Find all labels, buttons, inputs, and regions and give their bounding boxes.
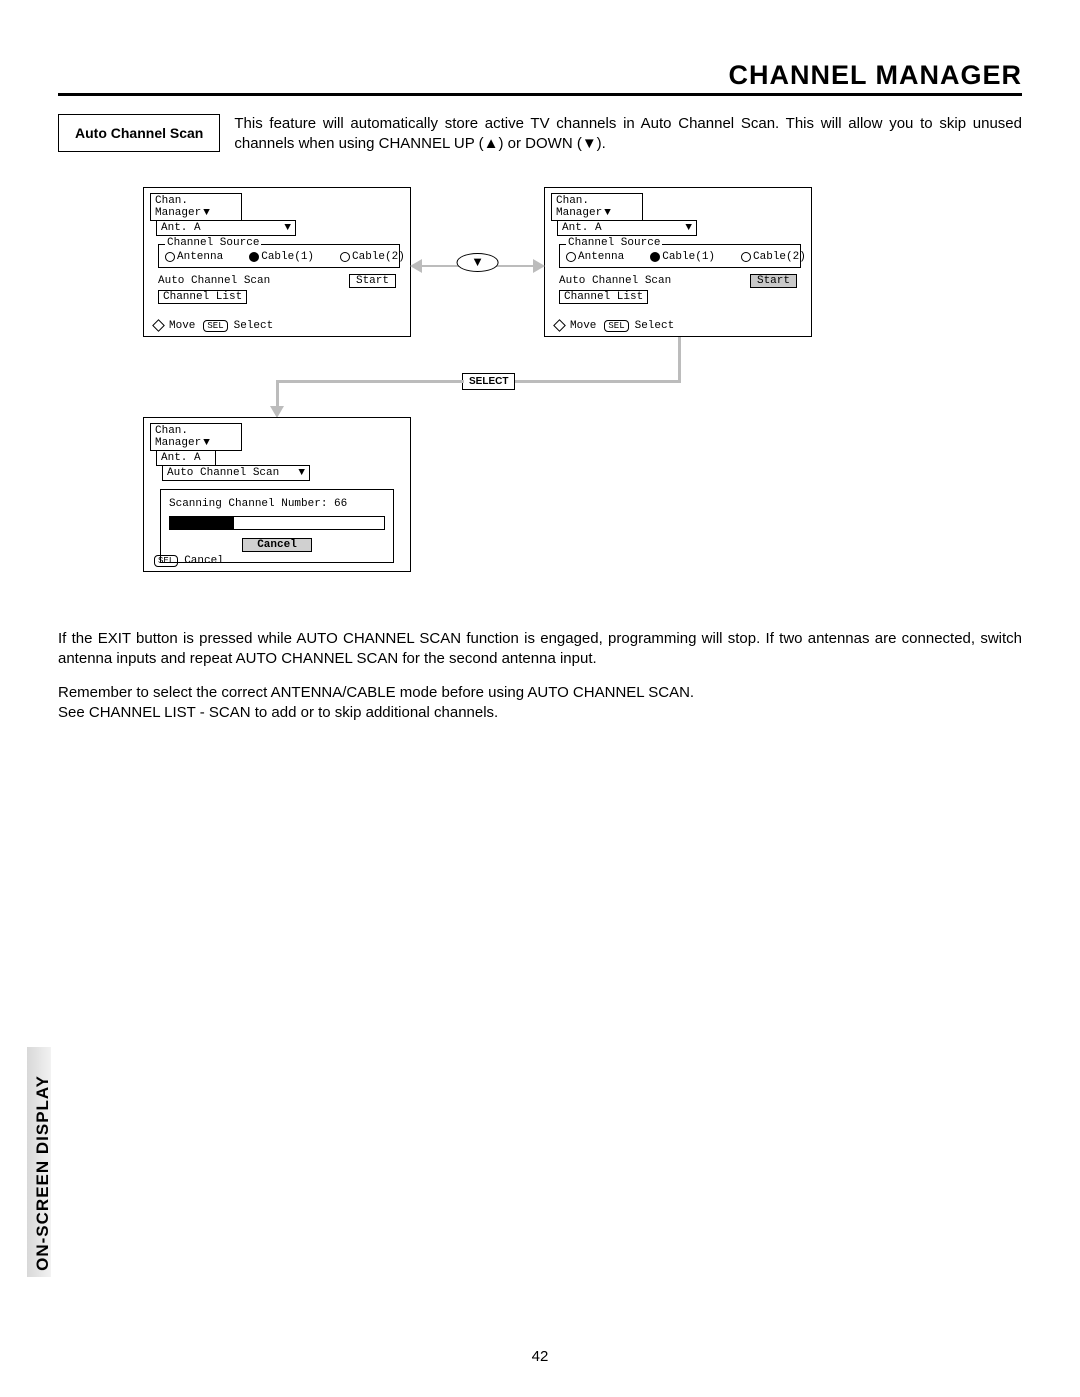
radio-cable2[interactable]: Cable(2)	[741, 251, 806, 263]
radio-icon	[340, 252, 350, 262]
radio-antenna[interactable]: Antenna	[165, 251, 223, 263]
caret-down-icon: ▼	[284, 222, 291, 234]
channel-source-legend: Channel Source	[165, 237, 261, 249]
page-number: 42	[0, 1348, 1080, 1365]
intro-row: Auto Channel Scan This feature will auto…	[58, 114, 1022, 155]
radio-cable2[interactable]: Cable(2)	[340, 251, 405, 263]
osd-panel-scan: Chan. Manager▼ Ant. A Auto Channel Scan▼…	[143, 417, 411, 572]
scan-progress-box: Scanning Channel Number: 66 Cancel	[160, 489, 394, 563]
osd2-autoscan-row: Auto Channel Scan Start	[559, 274, 797, 288]
page: CHANNEL MANAGER Auto Channel Scan This f…	[0, 0, 1080, 1397]
scanning-text: Scanning Channel Number: 66	[169, 498, 385, 510]
move-icon	[152, 319, 165, 332]
caret-down-icon: ▼	[203, 207, 210, 219]
feature-box-label: Auto Channel Scan	[58, 114, 220, 152]
sel-icon: SEL	[203, 320, 227, 332]
osd3-tab-autoscan: Auto Channel Scan▼	[162, 465, 310, 481]
radio-row: Antenna Cable(1) Cable(2)	[566, 251, 794, 263]
paragraph-3: See CHANNEL LIST - SCAN to add or to ski…	[58, 703, 1022, 723]
radio-row: Antenna Cable(1) Cable(2)	[165, 251, 393, 263]
paragraph-2: Remember to select the correct ANTENNA/C…	[58, 683, 1022, 703]
intro-text: This feature will automatically store ac…	[234, 114, 1022, 155]
radio-icon	[741, 252, 751, 262]
osd-panel-1: Chan. Manager▼ Ant. A▼ Channel Source An…	[143, 187, 411, 337]
osd-panel-2: Chan. Manager▼ Ant. A▼ Channel Source An…	[544, 187, 812, 337]
connector-v2	[276, 380, 279, 408]
channel-source-legend: Channel Source	[566, 237, 662, 249]
flow-arrow-right: ▼	[420, 259, 535, 273]
sel-icon: SEL	[154, 555, 178, 567]
cancel-button[interactable]: Cancel	[242, 538, 312, 552]
osd1-tab-chanmgr: Chan. Manager▼	[150, 193, 242, 221]
sel-icon: SEL	[604, 320, 628, 332]
paragraph-1: If the EXIT button is pressed while AUTO…	[58, 629, 1022, 670]
osd2-channel-list-btn[interactable]: Channel List	[559, 290, 648, 304]
start-button-highlighted[interactable]: Start	[750, 274, 797, 288]
move-icon	[553, 319, 566, 332]
caret-down-icon: ▼	[203, 437, 210, 449]
screens-area: Chan. Manager▼ Ant. A▼ Channel Source An…	[58, 187, 1022, 617]
radio-icon	[165, 252, 175, 262]
caret-down-icon: ▼	[604, 207, 611, 219]
osd3-hint-bar: SELCancel	[154, 555, 224, 567]
radio-antenna[interactable]: Antenna	[566, 251, 624, 263]
page-title: CHANNEL MANAGER	[58, 60, 1022, 91]
flow-down-bubble: ▼	[456, 253, 499, 272]
connector-h1	[503, 380, 681, 383]
osd2-hint-bar: Move SELSelect	[555, 320, 674, 332]
osd2-tab-ant: Ant. A▼	[557, 220, 697, 236]
connector-v1	[678, 337, 681, 382]
progress-fill	[170, 517, 234, 529]
side-tab-label: ON-SCREEN DISPLAY	[30, 1069, 56, 1277]
start-button[interactable]: Start	[349, 274, 396, 288]
osd1-hint-bar: Move SELSelect	[154, 320, 273, 332]
radio-icon	[249, 252, 259, 262]
radio-cable1[interactable]: Cable(1)	[650, 251, 715, 263]
osd2-channel-source-group: Channel Source Antenna Cable(1) Cable(2)	[559, 244, 801, 268]
connector-h2	[276, 380, 464, 383]
osd1-tab-ant: Ant. A▼	[156, 220, 296, 236]
osd2-tab-chanmgr: Chan. Manager▼	[551, 193, 643, 221]
osd3-tab-ant: Ant. A	[156, 450, 216, 466]
arrow-head-left-icon	[410, 259, 422, 273]
caret-down-icon: ▼	[685, 222, 692, 234]
radio-icon	[650, 252, 660, 262]
osd3-tab-chanmgr: Chan. Manager▼	[150, 423, 242, 451]
osd1-channel-list-btn[interactable]: Channel List	[158, 290, 247, 304]
progress-bar	[169, 516, 385, 530]
title-bar: CHANNEL MANAGER	[58, 60, 1022, 96]
osd1-autoscan-row: Auto Channel Scan Start	[158, 274, 396, 288]
osd1-channel-source-group: Channel Source Antenna Cable(1) Cable(2)	[158, 244, 400, 268]
flow-select-button: SELECT	[462, 373, 515, 390]
arrow-head-right-icon	[533, 259, 545, 273]
caret-down-icon: ▼	[298, 467, 305, 479]
radio-cable1[interactable]: Cable(1)	[249, 251, 314, 263]
radio-icon	[566, 252, 576, 262]
